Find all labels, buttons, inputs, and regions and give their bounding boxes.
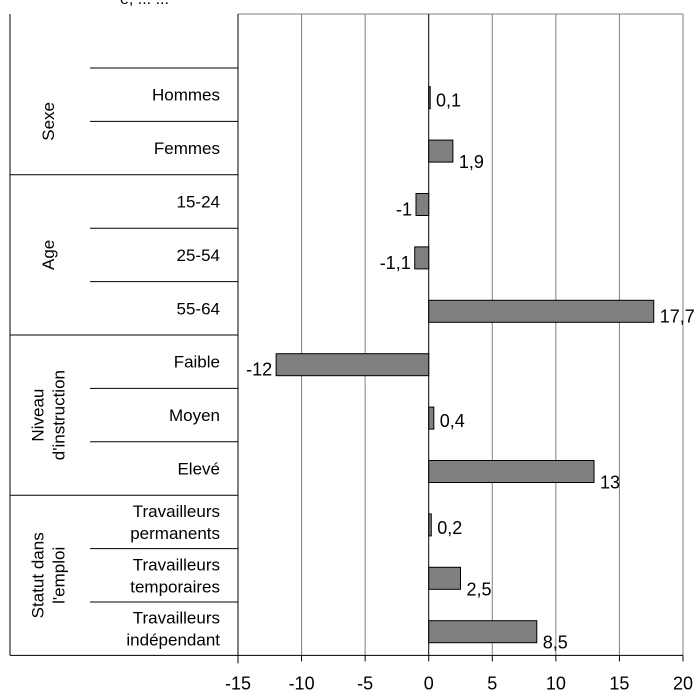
bar — [428, 86, 431, 110]
x-tick-label: 15 — [609, 673, 629, 693]
category-label: Travailleurs — [133, 555, 220, 574]
bar — [414, 246, 430, 270]
data-label: 1,9 — [459, 152, 484, 172]
bar — [428, 299, 655, 323]
category-label: 15-24 — [177, 193, 220, 212]
group-label: l'emploi — [50, 547, 69, 604]
bar — [415, 193, 430, 216]
data-label: 0,4 — [440, 411, 465, 431]
x-tick-label: -15 — [225, 673, 251, 693]
bar — [428, 406, 435, 430]
category-label: Travailleurs — [133, 502, 220, 521]
bar — [275, 353, 430, 377]
x-tick-label: 0 — [424, 673, 434, 693]
category-label: Moyen — [169, 406, 220, 425]
bar — [428, 513, 432, 537]
category-label: 55-64 — [177, 299, 220, 318]
category-label: indépendant — [126, 631, 220, 650]
group-label: Age — [39, 240, 58, 270]
category-label: Femmes — [154, 139, 220, 158]
group-label: Sexe — [39, 102, 58, 141]
category-label: Elevé — [177, 460, 220, 479]
category-label: Faible — [174, 353, 220, 372]
data-label: 8,5 — [543, 633, 568, 653]
group-label: Niveau — [29, 389, 48, 442]
data-label: 17,7 — [660, 306, 695, 326]
data-label: 13 — [600, 473, 620, 493]
category-label: Travailleurs — [133, 609, 220, 628]
category-label: permanents — [130, 524, 220, 543]
x-tick-label: -10 — [289, 673, 315, 693]
category-label: Hommes — [152, 86, 220, 105]
chart-title-fragment: e, ... ... — [120, 0, 169, 8]
group-label: Statut dans — [29, 532, 48, 618]
group-label: d'instruction — [50, 370, 69, 460]
category-label: temporaires — [130, 577, 220, 596]
category-label: 25-54 — [177, 246, 220, 265]
data-label: -1,1 — [380, 253, 411, 273]
bar — [428, 566, 462, 590]
data-label: 0,1 — [436, 91, 461, 111]
bar — [428, 139, 454, 163]
bar — [428, 620, 538, 644]
x-tick-label: -5 — [357, 673, 373, 693]
x-tick-label: 5 — [487, 673, 497, 693]
data-label: -12 — [246, 360, 272, 380]
bar — [428, 460, 595, 483]
data-label: 0,2 — [437, 518, 462, 538]
x-tick-label: 10 — [546, 673, 566, 693]
data-label: -1 — [396, 200, 412, 220]
data-label: 2,5 — [467, 579, 492, 599]
x-tick-label: 20 — [673, 673, 693, 693]
